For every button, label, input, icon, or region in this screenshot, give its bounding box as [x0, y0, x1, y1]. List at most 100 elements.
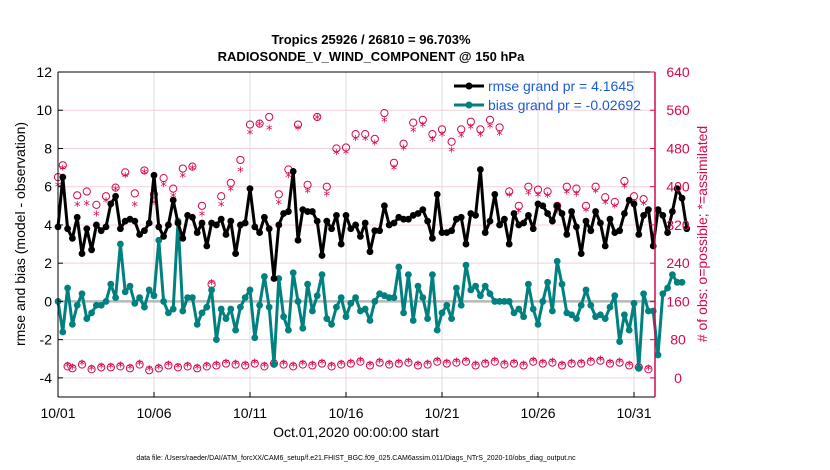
- bias-point: [400, 309, 407, 317]
- rmse-point: [213, 221, 220, 229]
- bias-point: [217, 305, 225, 313]
- bias-point: [433, 326, 441, 334]
- y-tick-label: 8: [44, 140, 52, 156]
- rmse-point: [630, 200, 638, 208]
- x-tick-label: 10/06: [136, 405, 171, 421]
- bias-point: [424, 315, 431, 323]
- rmse-point: [597, 219, 604, 227]
- bias-point: [395, 263, 403, 271]
- obs-possible-point: [423, 360, 432, 369]
- rmse-point: [505, 240, 513, 248]
- obs-assimilated-point: *: [386, 359, 393, 374]
- bias-point: [261, 273, 268, 280]
- obs-assimilated-point: *: [602, 198, 609, 213]
- obs-possible-point: [605, 359, 615, 368]
- bias-point: [246, 286, 254, 294]
- bias-point: [227, 305, 235, 313]
- bias-point: [337, 294, 345, 301]
- rmse-point: [145, 219, 153, 227]
- bias-point: [189, 294, 196, 301]
- bias-point: [184, 294, 192, 301]
- rmse-point: [549, 217, 556, 225]
- bias-point: [385, 294, 393, 301]
- obs-assimilated-point: *: [256, 120, 263, 135]
- legend-bias-label: bias grand pr = -0.02692: [488, 97, 641, 113]
- bias-point: [275, 275, 283, 282]
- rmse-point: [232, 250, 240, 258]
- obs-possible-point: [265, 112, 274, 122]
- obs-possible-point: [221, 359, 231, 368]
- bias-point: [155, 236, 163, 244]
- obs-possible-point: [97, 363, 106, 372]
- rmse-point: [141, 227, 148, 235]
- obs-possible-point: [63, 362, 72, 371]
- bias-point: [323, 315, 331, 323]
- bias-point: [69, 320, 76, 328]
- rmse-point: [289, 168, 297, 175]
- rmse-point: [309, 208, 316, 215]
- y-tick-label: -4: [40, 370, 53, 386]
- legend-bias-marker: [465, 101, 473, 109]
- obs-assimilated-point: *: [261, 360, 268, 375]
- rmse-point: [174, 219, 182, 227]
- bias-point: [414, 282, 422, 290]
- obs-assimilated-point: *: [319, 358, 326, 373]
- rmse-point: [568, 208, 575, 215]
- rmse-point: [477, 166, 484, 173]
- rmse-point: [424, 217, 431, 225]
- y2-axis-label: # of obs: o=possible; *=assimilated: [694, 126, 710, 342]
- obs-assimilated-point: *: [213, 359, 220, 374]
- rmse-point: [563, 231, 571, 238]
- rmse-point: [93, 221, 100, 229]
- obs-assimilated-point: *: [477, 130, 484, 145]
- x-tick-label: 10/11: [233, 405, 267, 421]
- rmse-point: [265, 225, 273, 233]
- rmse-point: [539, 202, 547, 210]
- bias-point: [160, 298, 168, 305]
- obs-assimilated-point: *: [189, 164, 196, 179]
- rmse-point: [390, 219, 398, 227]
- bias-point: [136, 294, 144, 301]
- y-tick-label: -2: [40, 332, 53, 348]
- obs-assimilated-point: *: [285, 171, 292, 186]
- rmse-point: [193, 229, 201, 236]
- obs-possible-point: [313, 112, 322, 122]
- rmse-point: [246, 185, 254, 193]
- obs-assimilated-point: *: [592, 186, 599, 201]
- obs-possible-point: [245, 120, 255, 129]
- bias-point: [102, 298, 110, 305]
- obs-possible-point: [505, 187, 514, 196]
- legend: rmse grand pr = 4.1645 bias grand pr = -…: [454, 78, 641, 113]
- obs-assimilated-point: *: [194, 362, 201, 377]
- obs-assimilated-point: *: [554, 207, 561, 222]
- bias-point: [520, 313, 527, 321]
- obs-possible-point: [322, 182, 331, 191]
- obs-possible-point: [346, 359, 355, 368]
- plot-area: * * * * * * * * * * * * * * * * * * * * * * * * * * * * * * * * * * * * * * * *…: [53, 109, 691, 379]
- obs-assimilated-point: *: [151, 198, 158, 213]
- bias-point: [457, 301, 465, 309]
- obs-assimilated-point: *: [372, 139, 379, 154]
- obs-assimilated-point: *: [132, 200, 139, 215]
- bias-point: [501, 298, 508, 305]
- y-axis-label: rmse and bias (model - observation): [12, 122, 28, 346]
- bias-point: [64, 284, 71, 292]
- obs-possible-point: [351, 130, 360, 139]
- obs-assimilated-point: *: [204, 360, 211, 375]
- obs-possible-point: [77, 360, 87, 369]
- y2-tick-label: 640: [666, 64, 690, 80]
- obs-possible-point: [591, 182, 600, 191]
- bias-point: [88, 309, 95, 317]
- bias-point: [208, 286, 216, 294]
- bias-point: [601, 315, 609, 323]
- bias-point: [669, 271, 676, 279]
- obs-assimilated-point: *: [156, 362, 163, 377]
- rmse-point: [491, 190, 499, 198]
- obs-possible-point: [543, 187, 552, 196]
- rmse-point: [625, 196, 633, 204]
- bias-point: [270, 361, 278, 368]
- obs-assimilated-point: *: [501, 359, 508, 374]
- chart-subtitle: RADIOSONDE_V_WIND_COMPONENT @ 150 hPa: [218, 49, 525, 64]
- obs-assimilated-point: *: [448, 145, 455, 160]
- obs-assimilated-point: *: [458, 131, 465, 146]
